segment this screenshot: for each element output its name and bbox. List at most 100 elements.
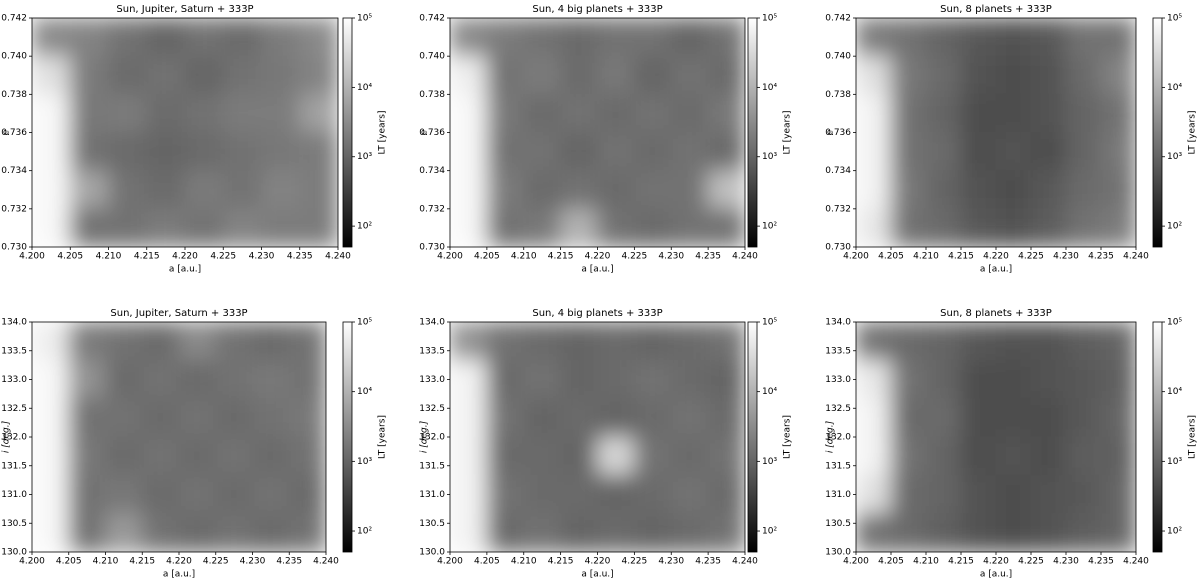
heat-cell [1065, 513, 1102, 552]
heat-cell [486, 322, 525, 361]
x-tick-label: 4.225 [1018, 557, 1044, 567]
x-tick-label: 4.215 [548, 557, 574, 567]
y-tick-label: 0.742 [1, 14, 27, 24]
heatmap-cells [32, 18, 338, 247]
heat-cell [32, 170, 71, 210]
heat-cell [1065, 436, 1102, 476]
heat-cell [32, 398, 70, 438]
heat-cell [486, 93, 525, 133]
heat-cell [1030, 322, 1067, 361]
heat-cell [1100, 55, 1136, 95]
heat-cell [960, 322, 997, 361]
x-tick-label: 4.230 [658, 557, 684, 567]
colorbar-tick-label: 10⁴ [1167, 387, 1182, 397]
colorbar [1152, 321, 1163, 553]
heat-cell [141, 398, 180, 438]
y-tick-label: 131.5 [419, 461, 445, 471]
colorbar-tick-label: 10³ [762, 152, 777, 162]
chart-title: Sun, 8 planets + 333P [940, 308, 1052, 319]
heat-cell [69, 208, 109, 247]
y-tick-label: 0.732 [825, 204, 851, 214]
heat-cell [890, 55, 927, 95]
heat-cell [222, 18, 262, 57]
x-axis-label: a [a.u.] [169, 265, 201, 275]
heat-cell [890, 170, 927, 210]
heat-cell [925, 474, 962, 515]
heat-cell [450, 208, 488, 247]
heat-cell [560, 436, 598, 476]
heat-cell [707, 398, 745, 438]
chart-title: Sun, Jupiter, Saturn + 333P [110, 308, 247, 319]
heat-cell [597, 55, 635, 95]
heat-cell [995, 474, 1032, 515]
heat-cell [486, 170, 525, 210]
heat-cell [925, 132, 962, 172]
y-tick-label: 133.0 [1, 375, 27, 385]
heat-cell [141, 322, 180, 361]
heat-cell [890, 93, 927, 133]
y-axis-label: e [420, 129, 430, 135]
heat-cell [178, 513, 217, 552]
chart-title: Sun, 8 planets + 333P [940, 4, 1052, 15]
y-tick-label: 0.738 [1, 90, 27, 100]
y-tick-label: 132.5 [419, 404, 445, 414]
heat-cell [633, 398, 672, 438]
heatmap-area [856, 322, 1136, 552]
heat-cell [1030, 93, 1067, 133]
x-tick-label: 4.210 [93, 557, 119, 567]
y-tick-label: 130.5 [419, 519, 445, 529]
heat-cell [960, 436, 997, 476]
heat-cell [178, 359, 217, 400]
heat-cell [925, 55, 962, 95]
heat-cell [960, 398, 997, 438]
heat-cell [178, 398, 217, 438]
y-tick-label: 0.736 [419, 128, 445, 138]
heat-cell [252, 322, 290, 361]
heat-cell [707, 359, 745, 400]
heat-cell [1100, 18, 1136, 57]
y-axis-label: e [2, 129, 12, 135]
heat-cell [925, 513, 962, 552]
colorbar-tick-label: 10² [1167, 222, 1182, 232]
heat-cell [261, 132, 301, 172]
heat-cell [925, 359, 962, 400]
heat-cell [1100, 132, 1136, 172]
x-tick-label: 4.220 [983, 557, 1009, 567]
heat-cell [184, 18, 224, 57]
heat-cell [146, 93, 186, 133]
heat-cell [299, 55, 338, 95]
y-tick-label: 0.736 [825, 128, 851, 138]
colorbar-tick-label: 10² [357, 527, 372, 537]
heatmap-area [32, 18, 338, 247]
heat-cell [995, 322, 1032, 361]
heat-cell [252, 359, 290, 400]
heat-cell [450, 322, 488, 361]
heat-cell [184, 208, 224, 247]
heat-cell [1065, 93, 1102, 133]
heat-cell [32, 322, 70, 361]
y-tick-label: 130.5 [825, 519, 851, 529]
heat-cell [995, 93, 1032, 133]
heat-cell [856, 436, 892, 476]
heat-cell [486, 55, 525, 95]
heat-cell [597, 359, 635, 400]
heat-cell [141, 513, 180, 552]
colorbar-tick-label: 10⁴ [357, 83, 372, 93]
heat-cell [215, 513, 253, 552]
x-tick-label: 4.235 [1088, 557, 1114, 567]
heat-cell [523, 359, 562, 400]
heat-cell [299, 93, 338, 133]
x-tick-label: 4.220 [166, 557, 192, 567]
colorbar-tick-label: 10⁵ [357, 14, 372, 24]
x-tick-label: 4.225 [210, 252, 236, 262]
heat-cell [184, 55, 224, 95]
heat-cell [486, 18, 525, 57]
heat-cell [670, 474, 709, 515]
heat-cell [32, 208, 71, 247]
heat-cell [1100, 436, 1136, 476]
heat-cell [960, 170, 997, 210]
heat-cell [670, 322, 709, 361]
heat-cell [707, 55, 745, 95]
heat-cell [252, 398, 290, 438]
